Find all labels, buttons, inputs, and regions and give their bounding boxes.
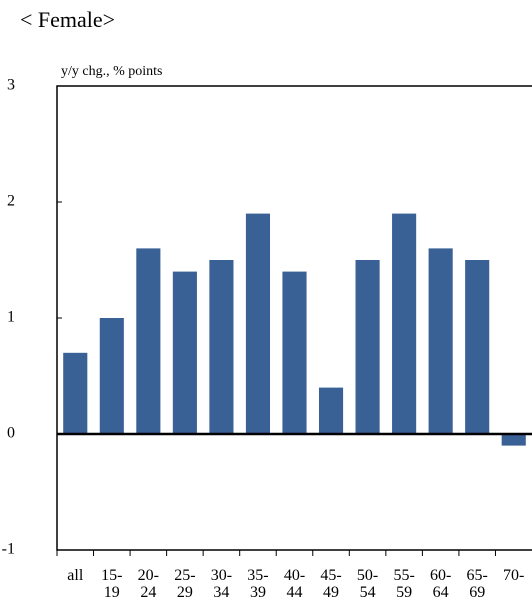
bar [282, 271, 307, 434]
x-tick-label: 20-24 [137, 567, 159, 601]
bar [392, 213, 417, 434]
bar [501, 434, 526, 446]
bar [465, 260, 490, 434]
x-tick-label: 50-54 [356, 567, 379, 601]
bar [318, 387, 344, 434]
bar [172, 271, 197, 434]
x-tick-label: 35-39 [247, 567, 269, 601]
bar [355, 260, 380, 434]
bar [245, 213, 271, 434]
x-tick-label: 15-19 [101, 567, 123, 601]
y-axis-label: y/y chg., % points [61, 64, 163, 79]
x-tick-label: 30-34 [210, 567, 233, 601]
bar [99, 318, 124, 434]
chart-title: < Female> [20, 7, 115, 32]
x-tick-label: all [67, 567, 84, 584]
x-tick-label: 45-49 [320, 567, 342, 601]
bar [63, 352, 88, 434]
y-tick-label: 0 [7, 425, 15, 442]
bar [209, 260, 234, 434]
x-tick-label: 65-69 [466, 567, 488, 601]
x-tick-label: 70- [503, 567, 525, 584]
x-tick-label: 55-59 [393, 567, 415, 601]
x-tick-label: 25-29 [174, 567, 196, 601]
y-tick-label: 3 [7, 77, 15, 94]
y-tick-label: 1 [7, 309, 15, 326]
y-tick-label: 2 [7, 193, 15, 210]
bar [428, 248, 453, 434]
y-tick-label: -1 [2, 541, 15, 558]
x-tick-label: 40-44 [283, 567, 306, 601]
x-tick-label: 60-64 [429, 567, 452, 601]
bar [136, 248, 161, 434]
